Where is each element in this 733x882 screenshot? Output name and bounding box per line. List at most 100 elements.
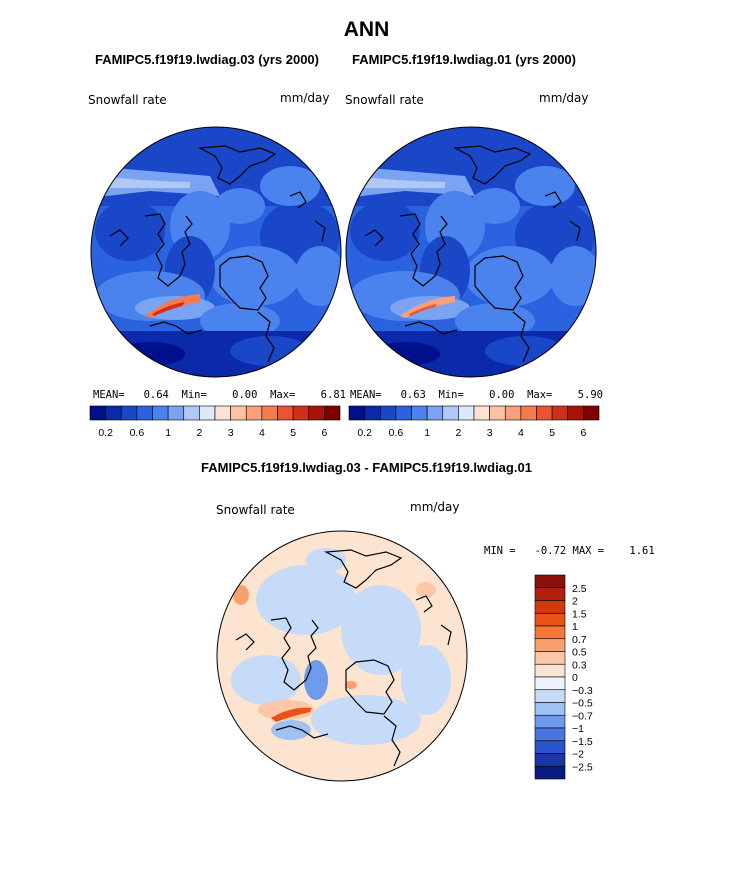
difference-colorbar-swatch [534, 702, 566, 716]
left-colorbar-tick-label: 0.6 [130, 427, 145, 439]
left-colorbar-swatch [292, 405, 310, 421]
difference-colorbar-swatch [534, 753, 566, 767]
left-colorbar-swatch [183, 405, 200, 421]
difference-colorbar-swatch [534, 574, 566, 589]
difference-colorbar-swatch [534, 625, 566, 640]
right-colorbar-swatch [411, 405, 428, 421]
difference-colorbar-swatch [534, 612, 566, 627]
right-colorbar-swatch [395, 405, 412, 421]
left-colorbar-swatch [152, 405, 169, 421]
right-colorbar-tick-label: 5 [549, 427, 555, 439]
left-colorbar-tick-label: 2 [196, 427, 202, 439]
difference-colorbar-swatch [534, 663, 566, 678]
difference-colorbar-tick-label: −2.5 [572, 761, 593, 773]
difference-colorbar-swatch [534, 689, 566, 703]
left-colorbar-swatch [167, 405, 185, 421]
difference-colorbar-tick-label: −0.5 [572, 698, 593, 710]
difference-colorbar-tick-label: 0.7 [572, 634, 587, 646]
left-map-stats: MEAN= 0.64 Min= 0.00 Max= 6.81 [93, 389, 346, 401]
difference-colorbar-tick-label: 0.3 [572, 659, 587, 671]
left-colorbar-tick-label: 3 [228, 427, 234, 439]
left-colorbar: 0.2 0.6 1 2 3 4 5 6 [89, 405, 341, 439]
left-map-variable-label: Snowfall rate [88, 93, 167, 107]
right-colorbar-tick-label: 3 [487, 427, 493, 439]
left-max-label: Max= [270, 389, 296, 401]
right-colorbar-swatch [551, 405, 569, 421]
right-min-label: Min= [438, 389, 464, 401]
difference-colorbar-tick-label: 0.5 [572, 647, 587, 659]
difference-colorbar-swatch [534, 765, 566, 780]
right-min-value: 0.00 [489, 389, 515, 401]
difference-colorbar-tick-label: −1 [572, 723, 584, 735]
difference-colorbar-tick-label: 2 [572, 596, 578, 608]
diff-map-units-label: mm/day [410, 500, 460, 514]
right-colorbar-swatch [348, 405, 365, 421]
right-colorbar-tick-label: 2 [455, 427, 461, 439]
right-mean-value: 0.63 [400, 389, 426, 401]
difference-colorbar-swatch [534, 651, 566, 665]
right-colorbar-swatch [364, 405, 381, 421]
right-colorbar-swatch [473, 405, 490, 421]
right-max-value: 5.90 [577, 389, 603, 401]
left-polar-map [90, 126, 342, 378]
left-colorbar-swatch [261, 405, 278, 421]
difference-colorbar-swatch [534, 740, 566, 754]
right-colorbar-swatch [458, 405, 475, 421]
left-colorbar-swatch [308, 405, 325, 421]
right-case-title: FAMIPC5.f19f19.lwdiag.01 (yrs 2000) [352, 52, 576, 67]
left-colorbar-swatch [120, 405, 138, 421]
left-colorbar-tick-label: 5 [290, 427, 296, 439]
right-mean-label: MEAN= [350, 389, 382, 401]
diff-minmax-label: MIN = -0.72 MAX = 1.61 [484, 545, 655, 557]
right-colorbar-swatch [536, 405, 553, 421]
left-colorbar-swatch [245, 405, 263, 421]
left-colorbar-swatch [230, 405, 247, 421]
right-max-label: Max= [527, 389, 553, 401]
diff-map-variable-label: Snowfall rate [216, 503, 295, 517]
difference-colorbar-tick-label: −1.5 [572, 736, 593, 748]
left-colorbar-tick-label: 1 [165, 427, 171, 439]
right-colorbar-tick-label: 1 [424, 427, 430, 439]
left-map-units-label: mm/day [280, 91, 330, 105]
right-colorbar-swatch [442, 405, 459, 421]
left-mean-value: 0.64 [143, 389, 169, 401]
right-map-units-label: mm/day [539, 91, 589, 105]
left-colorbar-swatch [105, 405, 122, 421]
difference-colorbar: 2.521.510.70.50.30−0.3−0.5−0.7−1−1.5−2−2… [534, 574, 593, 780]
difference-polar-map [216, 530, 468, 782]
difference-colorbar-swatch [534, 727, 566, 742]
left-colorbar-tick-label: 0.2 [98, 427, 113, 439]
difference-colorbar-swatch [534, 676, 566, 691]
left-colorbar-tick-label: 6 [321, 427, 327, 439]
difference-colorbar-tick-label: −2 [572, 749, 584, 761]
left-max-value: 6.81 [320, 389, 346, 401]
difference-colorbar-tick-label: 2.5 [572, 583, 587, 595]
difference-colorbar-tick-label: −0.7 [572, 710, 593, 722]
right-colorbar-swatch [520, 405, 537, 421]
left-min-label: Min= [181, 389, 207, 401]
difference-colorbar-swatch [534, 600, 566, 614]
difference-colorbar-swatch [534, 638, 566, 652]
difference-colorbar-swatch [534, 714, 566, 729]
difference-colorbar-tick-label: 1.5 [572, 608, 587, 620]
left-colorbar-swatch [277, 405, 294, 421]
left-colorbar-swatch [89, 405, 106, 421]
right-map-stats: MEAN= 0.63 Min= 0.00 Max= 5.90 [350, 389, 603, 401]
right-colorbar-swatch [504, 405, 522, 421]
right-colorbar: 0.2 0.6 1 2 3 4 5 6 [348, 405, 600, 439]
right-map-variable-label: Snowfall rate [345, 93, 424, 107]
right-colorbar-tick-label: 4 [518, 427, 524, 439]
right-colorbar-tick-label: 0.6 [389, 427, 404, 439]
difference-title: FAMIPC5.f19f19.lwdiag.03 - FAMIPC5.f19f1… [201, 460, 532, 475]
right-colorbar-swatch [426, 405, 444, 421]
left-min-value: 0.00 [232, 389, 258, 401]
left-colorbar-swatch [136, 405, 153, 421]
difference-colorbar-swatch [534, 587, 566, 601]
left-case-title: FAMIPC5.f19f19.lwdiag.03 (yrs 2000) [95, 52, 319, 67]
right-colorbar-swatch [379, 405, 397, 421]
right-colorbar-tick-label: 6 [580, 427, 586, 439]
right-colorbar-swatch [583, 405, 600, 421]
difference-colorbar-tick-label: 0 [572, 672, 578, 684]
right-colorbar-tick-label: 0.2 [357, 427, 372, 439]
right-polar-map [345, 126, 597, 378]
